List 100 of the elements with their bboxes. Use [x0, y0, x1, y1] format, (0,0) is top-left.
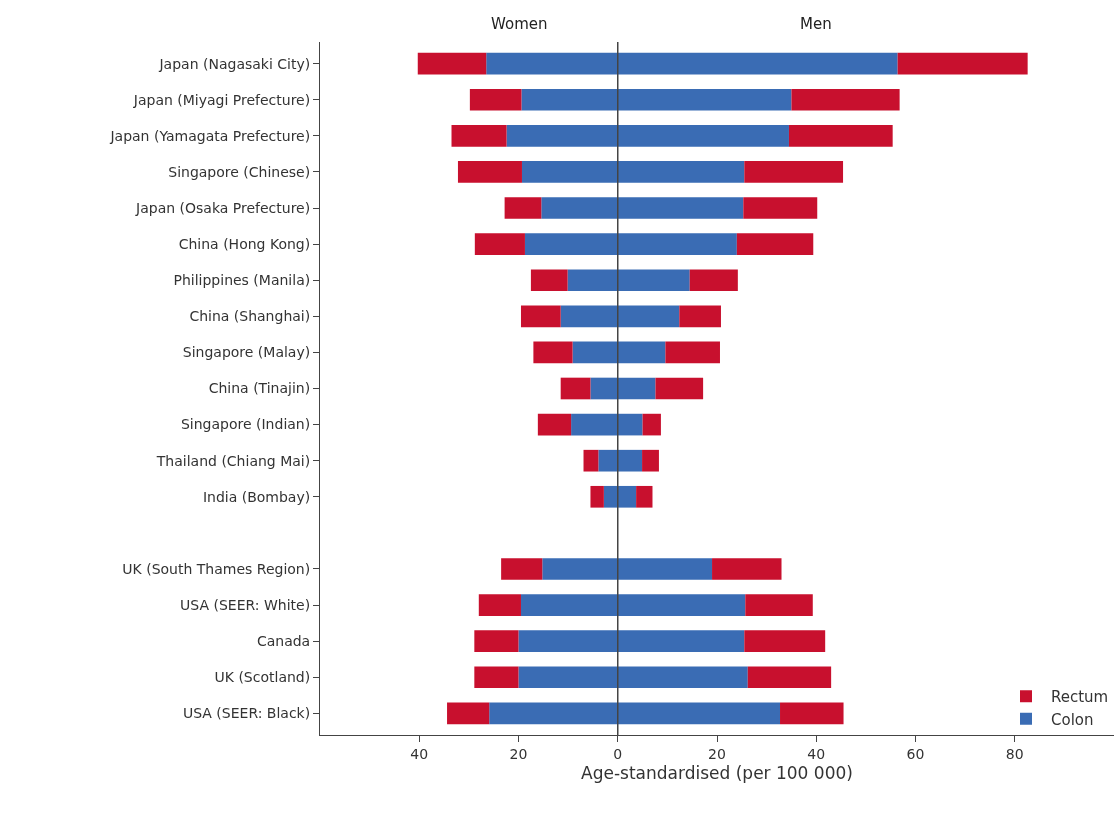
legend-label: Colon	[1051, 710, 1094, 729]
bar	[417, 52, 487, 75]
bar	[524, 233, 618, 255]
y-tick-label: China (Tinajin)	[208, 380, 311, 397]
bar	[590, 485, 604, 508]
y-tick-label: Japan (Miyagi Prefecture)	[132, 91, 311, 108]
bar	[474, 666, 519, 689]
y-tick-label: Singapore (Chinese)	[168, 163, 311, 180]
bar	[617, 125, 789, 147]
bar	[598, 449, 618, 472]
x-tick-label: 40	[410, 745, 429, 762]
bar	[736, 233, 814, 255]
bar	[451, 125, 507, 147]
bar	[530, 269, 568, 292]
bar	[679, 305, 721, 328]
bar	[642, 413, 661, 436]
y-tick-label: Japan (Osaka Prefecture)	[135, 199, 311, 216]
bar	[689, 269, 738, 292]
bar	[617, 594, 746, 616]
bar	[506, 125, 618, 147]
text: Men	[800, 15, 832, 33]
bar	[469, 88, 522, 111]
x-tick-label: 20	[708, 745, 726, 762]
bar	[791, 88, 900, 111]
bar	[521, 161, 618, 183]
x-axis-title: Age-standardised (per 100 000)	[581, 763, 853, 784]
bar	[617, 702, 781, 725]
bar	[504, 197, 542, 219]
y-tick-label: India (Bombay)	[202, 488, 311, 505]
bar	[478, 594, 521, 616]
y-tick-label: UK (Scotland)	[214, 669, 311, 686]
bar	[560, 305, 618, 328]
bar	[457, 161, 522, 183]
y-tick-label: Thailand (Chiang Mai)	[155, 452, 311, 469]
legend-label: Rectum	[1051, 688, 1109, 707]
x-tick-label: 40	[807, 745, 826, 762]
y-tick-label: Japan (Yamagata Prefecture)	[109, 127, 311, 144]
bar	[501, 558, 543, 580]
bar	[560, 377, 591, 400]
bar	[486, 52, 618, 75]
y-tick-label: UK (South Thames Region)	[122, 560, 311, 577]
bar	[567, 269, 618, 292]
bar	[572, 341, 618, 364]
bar	[617, 630, 745, 652]
bar	[617, 305, 680, 328]
y-tick-label: Philippines (Manila)	[173, 272, 311, 289]
text: Women	[491, 15, 548, 33]
bar	[617, 666, 748, 689]
bar	[617, 377, 656, 400]
bar	[617, 88, 792, 111]
bar	[583, 449, 599, 472]
bar	[542, 558, 618, 580]
bar	[744, 161, 844, 183]
y-tick-label: USA (SEER: Black)	[182, 705, 311, 722]
bar	[521, 88, 618, 111]
y-tick-label: China (Hong Kong)	[178, 236, 311, 253]
bar	[897, 52, 1028, 75]
bar	[537, 413, 572, 436]
y-tick-label: Japan (Nagasaki City)	[158, 55, 311, 72]
bar	[590, 377, 618, 400]
bar	[617, 341, 666, 364]
y-tick-label: Singapore (Malay)	[182, 344, 311, 361]
x-tick-label: 20	[509, 745, 528, 762]
bar	[571, 413, 618, 436]
bar	[518, 666, 618, 689]
bar	[617, 449, 643, 472]
x-tick-label: 80	[1005, 745, 1024, 762]
bar	[617, 485, 637, 508]
bar	[603, 485, 618, 508]
bar	[489, 702, 618, 725]
bar	[533, 341, 573, 364]
bar	[617, 52, 898, 75]
bar	[617, 197, 744, 219]
bar	[744, 630, 826, 652]
bar	[617, 413, 643, 436]
bar	[617, 269, 690, 292]
bar	[474, 233, 525, 255]
bar	[636, 485, 653, 508]
bar	[617, 558, 713, 580]
y-tick-label: Singapore (Indian)	[180, 416, 311, 433]
y-tick-label: USA (SEER: White)	[180, 596, 311, 613]
bar	[518, 630, 618, 652]
bar	[541, 197, 618, 219]
bar	[617, 161, 745, 183]
bar	[520, 594, 618, 616]
bar	[747, 666, 832, 689]
bar	[474, 630, 519, 652]
bar	[780, 702, 844, 725]
bar	[665, 341, 720, 364]
bar	[743, 197, 818, 219]
bar	[447, 702, 490, 725]
x-tick-label: 60	[906, 745, 925, 762]
y-tick-label: China (Shanghai)	[189, 308, 311, 325]
bar	[788, 125, 893, 147]
bar	[745, 594, 813, 616]
bar	[642, 449, 659, 472]
bar	[617, 233, 737, 255]
bar	[655, 377, 704, 400]
bar	[712, 558, 782, 580]
y-tick-label: Canada	[256, 633, 311, 650]
